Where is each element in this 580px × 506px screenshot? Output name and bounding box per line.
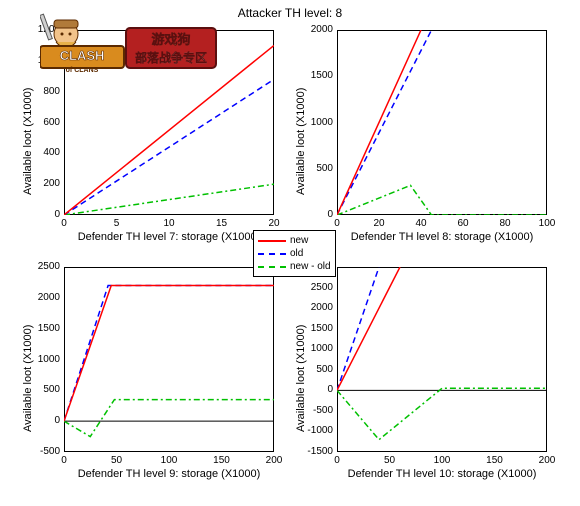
xtick: 5 bbox=[107, 218, 127, 229]
series-diff bbox=[64, 400, 274, 437]
series-old bbox=[64, 286, 274, 422]
xtick: 100 bbox=[159, 455, 179, 466]
legend-label-diff: new - old bbox=[290, 260, 331, 273]
xtick: 20 bbox=[264, 218, 284, 229]
xlabel: Defender TH level 8: storage (X1000) bbox=[337, 231, 547, 243]
ytick: 2000 bbox=[24, 292, 60, 303]
chart-bl: 050100150200-50005001000150020002500Defe… bbox=[10, 259, 277, 490]
ytick: -1500 bbox=[297, 446, 333, 457]
ytick: 1000 bbox=[24, 55, 60, 66]
xtick: 50 bbox=[380, 455, 400, 466]
legend-old: old bbox=[258, 247, 331, 260]
xtick: 40 bbox=[411, 218, 431, 229]
series-new bbox=[337, 267, 400, 390]
xtick: 200 bbox=[264, 455, 284, 466]
series-old bbox=[64, 79, 274, 215]
series-new bbox=[64, 286, 274, 422]
legend-line-green bbox=[258, 266, 286, 268]
series-new bbox=[337, 30, 421, 215]
ylabel: Available loot (X1000) bbox=[295, 325, 307, 432]
ytick: 0 bbox=[297, 209, 333, 220]
page-title: Attacker TH level: 8 bbox=[0, 0, 580, 20]
xlabel: Defender TH level 9: storage (X1000) bbox=[64, 468, 274, 480]
legend-line-red bbox=[258, 240, 286, 242]
series-old bbox=[337, 267, 379, 390]
xtick: 60 bbox=[453, 218, 473, 229]
xtick: 150 bbox=[485, 455, 505, 466]
ytick: 1200 bbox=[24, 24, 60, 35]
ytick: 2500 bbox=[24, 261, 60, 272]
series-diff bbox=[337, 388, 547, 439]
legend-line-blue bbox=[258, 253, 286, 255]
xtick: 50 bbox=[107, 455, 127, 466]
ylabel: Available loot (X1000) bbox=[22, 88, 34, 195]
xtick: 200 bbox=[537, 455, 557, 466]
chart-br: 050100150200-1500-1000-50005001000150020… bbox=[283, 259, 550, 490]
xtick: 80 bbox=[495, 218, 515, 229]
legend-new: new bbox=[258, 234, 331, 247]
ytick: 1500 bbox=[297, 70, 333, 81]
xlabel: Defender TH level 10: storage (X1000) bbox=[337, 468, 547, 480]
ylabel: Available loot (X1000) bbox=[295, 88, 307, 195]
ytick: -500 bbox=[24, 446, 60, 457]
xtick: 15 bbox=[212, 218, 232, 229]
xtick: 150 bbox=[212, 455, 232, 466]
legend-label-new: new bbox=[290, 234, 308, 247]
ytick: 2500 bbox=[297, 282, 333, 293]
xtick: 100 bbox=[432, 455, 452, 466]
xtick: 20 bbox=[369, 218, 389, 229]
legend-diff: new - old bbox=[258, 260, 331, 273]
legend: new old new - old bbox=[253, 230, 336, 277]
ytick: 2000 bbox=[297, 302, 333, 313]
legend-label-old: old bbox=[290, 247, 303, 260]
chart-tr: 0204060801000500100015002000Defender TH … bbox=[283, 22, 550, 253]
xtick: 100 bbox=[537, 218, 557, 229]
series-old bbox=[337, 30, 432, 215]
chart-tl: 05101520020040060080010001200Defender TH… bbox=[10, 22, 277, 253]
series-diff bbox=[337, 185, 547, 215]
xtick: 10 bbox=[159, 218, 179, 229]
ytick: 2000 bbox=[297, 24, 333, 35]
xlabel: Defender TH level 7: storage (X1000) bbox=[64, 231, 274, 243]
series-new bbox=[64, 45, 274, 215]
ytick: 0 bbox=[24, 209, 60, 220]
ylabel: Available loot (X1000) bbox=[22, 325, 34, 432]
